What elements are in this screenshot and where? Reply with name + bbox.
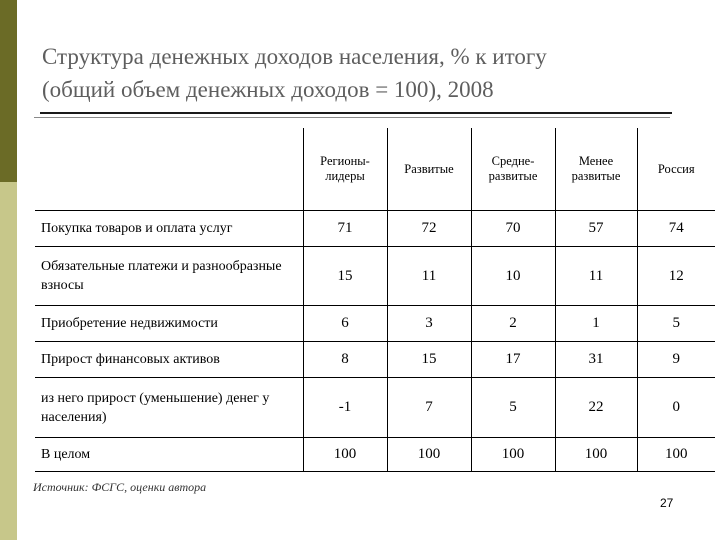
table-cell: 31 [555, 341, 638, 378]
page-number: 27 [660, 496, 674, 510]
table-row: Обязательные платежи и разнообразные взн… [35, 246, 715, 306]
table-cell: 7 [387, 377, 472, 438]
sidebar-dark-band [0, 0, 17, 182]
table-cell: -1 [303, 377, 388, 438]
table-header-row: Регионы-лидеры Развитые Средне-развитые … [35, 128, 715, 211]
column-header: Средне-развитые [471, 128, 556, 211]
row-label: Обязательные платежи и разнообразные взн… [35, 246, 304, 306]
table-cell: 3 [387, 305, 472, 342]
column-header: Россия [637, 128, 715, 211]
table-row: Прирост финансовых активов 8 15 17 31 9 [35, 341, 715, 378]
title-underline-thin [34, 117, 670, 118]
table-cell: 17 [471, 341, 556, 378]
table-row: из него прирост (уменьшение) денег у нас… [35, 377, 715, 438]
table-cell: 72 [387, 210, 472, 247]
table-cell: 100 [387, 437, 472, 472]
table-cell: 12 [637, 246, 715, 306]
table-cell: 100 [637, 437, 715, 472]
sidebar-decoration [0, 0, 17, 540]
table-cell: 11 [555, 246, 638, 306]
table-row: Приобретение недвижимости 6 3 2 1 5 [35, 305, 715, 342]
table-row: Покупка товаров и оплата услуг 71 72 70 … [35, 210, 715, 247]
table-cell: 9 [637, 341, 715, 378]
table-cell: 100 [303, 437, 388, 472]
slide-title: Структура денежных доходов населения, % … [42, 40, 692, 106]
sidebar-light-band [0, 182, 17, 540]
table-cell: 15 [387, 341, 472, 378]
table-cell: 22 [555, 377, 638, 438]
table-cell: 1 [555, 305, 638, 342]
table-cell: 11 [387, 246, 472, 306]
table-cell: 71 [303, 210, 388, 247]
table-cell: 5 [637, 305, 715, 342]
table-cell: 6 [303, 305, 388, 342]
column-header: Менее развитые [555, 128, 638, 211]
table-cell: 5 [471, 377, 556, 438]
income-structure-table: Регионы-лидеры Развитые Средне-развитые … [35, 128, 715, 472]
row-label: Приобретение недвижимости [35, 305, 304, 342]
title-line-2: (общий объем денежных доходов = 100), 20… [42, 77, 494, 102]
title-underline [40, 112, 672, 114]
table-cell: 74 [637, 210, 715, 247]
table-cell: 2 [471, 305, 556, 342]
table-cell: 8 [303, 341, 388, 378]
column-header: Регионы-лидеры [303, 128, 388, 211]
header-empty [35, 128, 304, 211]
table-cell: 100 [555, 437, 638, 472]
row-label: из него прирост (уменьшение) денег у нас… [35, 377, 304, 438]
table-cell: 15 [303, 246, 388, 306]
row-label: В целом [35, 437, 304, 472]
table-cell: 0 [637, 377, 715, 438]
row-label: Покупка товаров и оплата услуг [35, 210, 304, 247]
table-row: В целом 100 100 100 100 100 [35, 437, 715, 472]
table-cell: 70 [471, 210, 556, 247]
row-label: Прирост финансовых активов [35, 341, 304, 378]
source-note: Источник: ФСГС, оценки автора [33, 480, 207, 494]
column-header: Развитые [387, 128, 472, 211]
table-cell: 10 [471, 246, 556, 306]
table-cell: 57 [555, 210, 638, 247]
title-line-1: Структура денежных доходов населения, % … [42, 44, 547, 69]
table-cell: 100 [471, 437, 556, 472]
